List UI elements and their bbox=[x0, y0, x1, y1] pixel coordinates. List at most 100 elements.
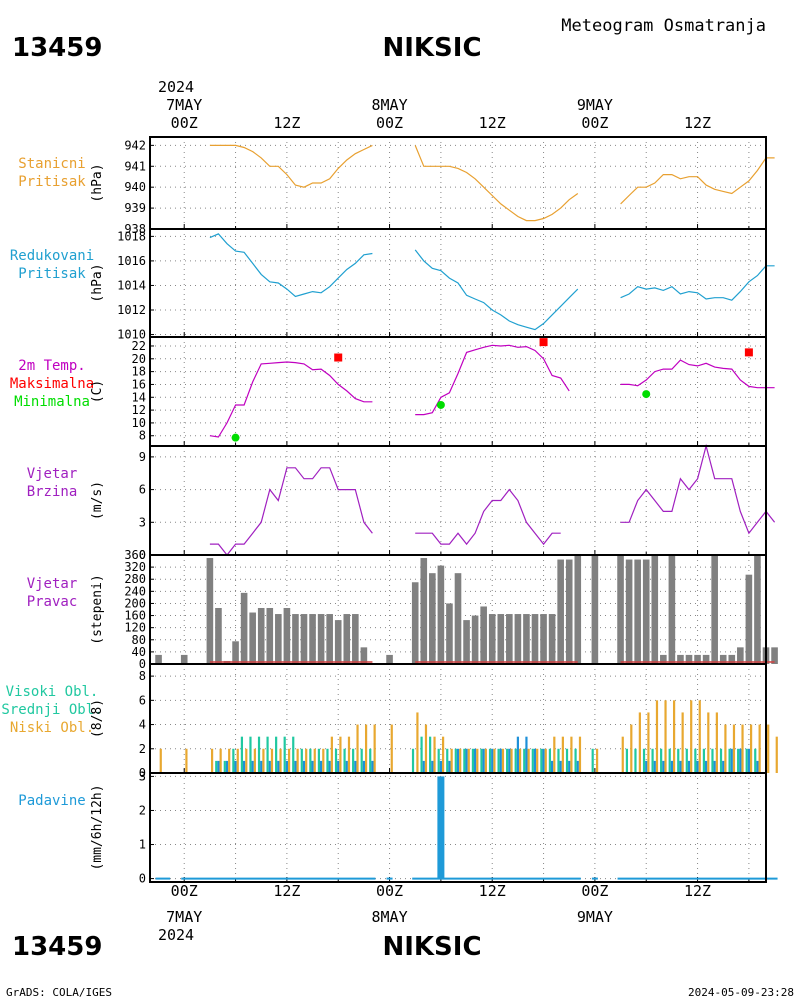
series-line-station_pressure bbox=[620, 157, 775, 205]
day-label-top: 9MAY bbox=[577, 96, 613, 114]
time-tick-label-bottom: 12Z bbox=[273, 882, 300, 900]
panel-station_pressure: 938 939 940 941 942 Stanicni Pritisak (hPa) bbox=[18, 136, 775, 236]
cloud-bar bbox=[578, 736, 582, 773]
cloud-bar bbox=[433, 736, 436, 773]
cloud-bar bbox=[544, 748, 547, 773]
timestamp-text: 2024-05-09-23:28 bbox=[688, 986, 794, 999]
direction-bar bbox=[642, 559, 650, 664]
series-line-reduced_pressure bbox=[620, 265, 775, 301]
y-tick-label: 9 bbox=[139, 450, 146, 464]
year-label-bottom: 2024 bbox=[158, 926, 194, 944]
cloud-bar bbox=[232, 748, 235, 773]
y-tick-label: 10 bbox=[132, 416, 146, 430]
y-tick-label: 2 bbox=[139, 803, 146, 817]
panel-frame bbox=[149, 336, 767, 447]
y-axis-label: (hPa) bbox=[90, 163, 105, 202]
cloud-bar bbox=[369, 748, 372, 773]
credit-text: GrADS: COLA/IGES bbox=[6, 986, 112, 999]
cloud-bar bbox=[482, 748, 485, 773]
cloud-bar bbox=[634, 748, 637, 773]
cloud-bar bbox=[463, 748, 466, 773]
cloud-bar bbox=[557, 748, 560, 773]
cloud-bar bbox=[431, 760, 434, 773]
direction-bar bbox=[155, 654, 162, 664]
station-name-bottom: NIKSIC bbox=[382, 932, 481, 962]
direction-bar bbox=[497, 614, 505, 664]
direction-bar bbox=[283, 607, 291, 664]
series-line-wind_speed bbox=[415, 488, 561, 546]
cloud-bar bbox=[476, 748, 479, 773]
precip-bar bbox=[437, 776, 445, 879]
top-time-axis: 00Z 12Z 00Z 12Z 00Z 12Z 7MAY 8MAY 9MAY bbox=[166, 96, 711, 132]
time-tick-label-top: 00Z bbox=[376, 114, 403, 132]
direction-bar bbox=[685, 654, 693, 664]
cloud-bar bbox=[215, 760, 218, 773]
y-tick-label: 40 bbox=[132, 645, 146, 659]
cloud-bar bbox=[728, 748, 731, 773]
direction-bar bbox=[745, 574, 753, 664]
y-tick-label: 12 bbox=[132, 403, 146, 417]
cloud-bar bbox=[747, 748, 750, 773]
cloud-bar bbox=[698, 700, 701, 773]
cloud-bar bbox=[245, 748, 248, 773]
cloud-bar bbox=[236, 748, 239, 773]
cloud-bar bbox=[775, 736, 778, 773]
direction-bar bbox=[180, 654, 188, 664]
cloud-bar bbox=[630, 724, 633, 773]
cloud-bar bbox=[328, 760, 331, 773]
cloud-bar bbox=[356, 724, 359, 773]
panel-label: Brzina bbox=[27, 484, 78, 500]
direction-bar bbox=[360, 647, 368, 664]
cloud-bar bbox=[525, 736, 528, 773]
day-label-bottom: 9MAY bbox=[577, 908, 613, 926]
direction-bar bbox=[574, 555, 582, 664]
y-tick-label: 4 bbox=[139, 718, 146, 732]
cloud-bar bbox=[268, 760, 271, 773]
cloud-bar bbox=[754, 748, 757, 773]
time-tick-label-bottom: 00Z bbox=[376, 882, 403, 900]
cloud-bar bbox=[491, 748, 494, 773]
y-tick-label: 942 bbox=[124, 138, 146, 152]
y-tick-label: 8 bbox=[139, 669, 146, 683]
direction-bar bbox=[625, 559, 633, 664]
direction-bar bbox=[565, 559, 573, 664]
cloud-bar bbox=[320, 760, 323, 773]
cloud-bar bbox=[275, 736, 278, 773]
direction-bar bbox=[309, 614, 316, 664]
cloud-bar bbox=[302, 760, 306, 773]
panel-label: Visoki Obl. bbox=[6, 684, 99, 700]
direction-bar bbox=[771, 647, 778, 664]
cloud-bar bbox=[441, 736, 445, 773]
cloud-bar bbox=[499, 748, 502, 773]
cloud-bar bbox=[240, 736, 244, 773]
cloud-bar bbox=[662, 760, 665, 773]
cloud-bar bbox=[210, 748, 214, 773]
cloud-bar bbox=[285, 760, 288, 773]
direction-bar bbox=[488, 614, 496, 664]
cloud-bar bbox=[687, 760, 691, 773]
cloud-bar bbox=[722, 760, 725, 773]
cloud-bar bbox=[266, 736, 269, 773]
cloud-bar bbox=[283, 736, 286, 773]
y-tick-label: 0 bbox=[139, 872, 146, 886]
direction-bar bbox=[531, 614, 539, 664]
cloud-bar bbox=[719, 748, 723, 773]
cloud-bar bbox=[664, 700, 667, 773]
panel-label: Redukovani bbox=[10, 248, 94, 264]
direction-bar bbox=[591, 555, 599, 664]
cloud-bar bbox=[484, 748, 487, 773]
y-tick-label: 941 bbox=[124, 159, 146, 173]
cloud-bar bbox=[497, 748, 500, 773]
cloud-bar bbox=[300, 748, 303, 773]
cloud-bar bbox=[561, 736, 564, 773]
tmax-marker bbox=[744, 348, 753, 357]
cloud-bar bbox=[277, 760, 280, 773]
cloud-bar bbox=[591, 748, 594, 773]
y-tick-label: 6 bbox=[139, 483, 146, 497]
cloud-bar bbox=[185, 748, 188, 773]
panel-label: Padavine bbox=[18, 793, 85, 809]
direction-bar bbox=[506, 614, 513, 664]
y-tick-label: 16 bbox=[132, 377, 146, 391]
direction-bar bbox=[275, 614, 282, 664]
cloud-bar bbox=[317, 748, 321, 773]
